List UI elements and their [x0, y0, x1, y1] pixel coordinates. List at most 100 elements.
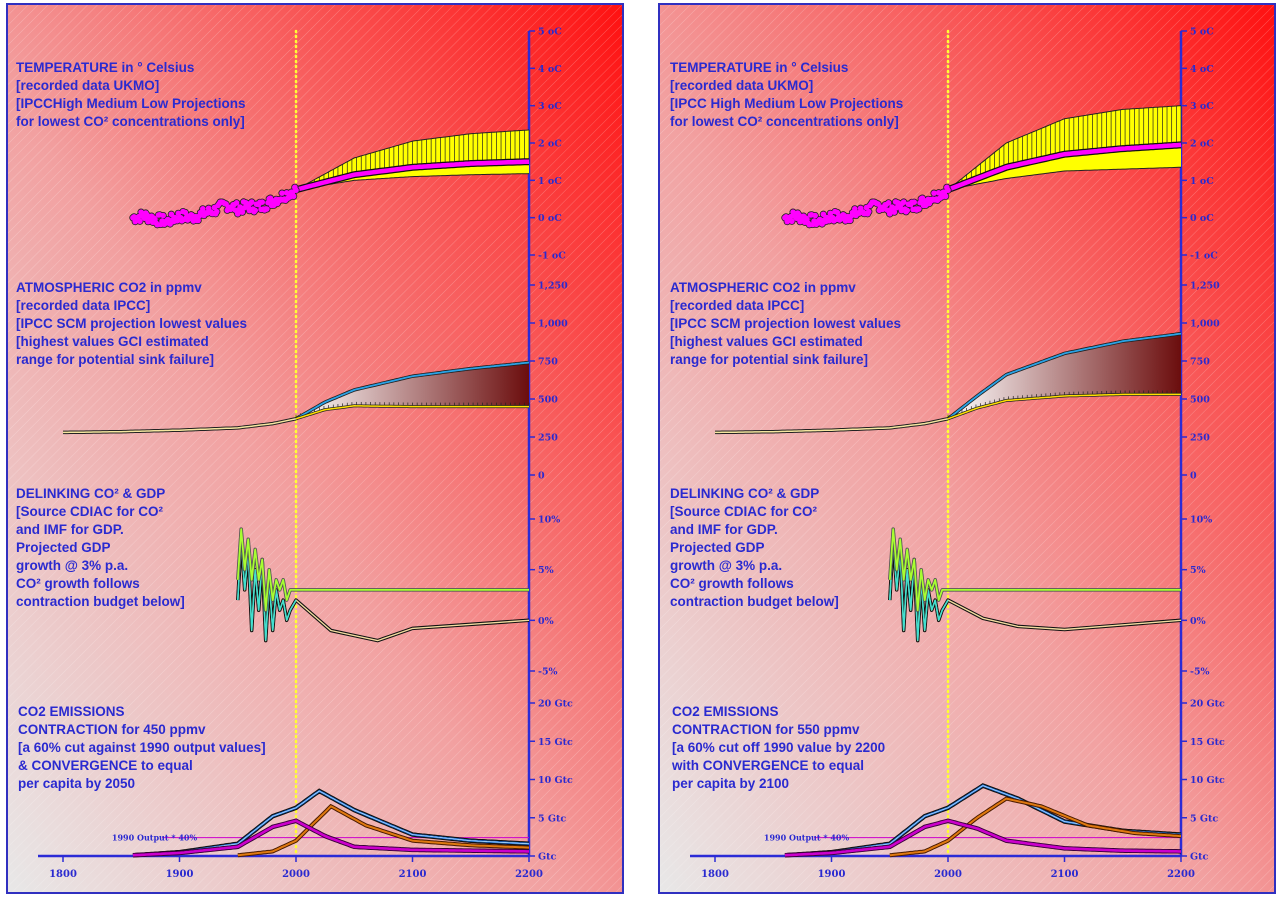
- y-tick-label: -5%: [1190, 667, 1210, 678]
- caption-line: [highest values GCI estimated: [16, 334, 209, 349]
- y-tick-label: Gtc: [1190, 852, 1209, 863]
- x-tick-label: 1900: [818, 869, 846, 880]
- caption-line: [IPCC High Medium Low Projections: [670, 96, 904, 111]
- co2-recorded-line: [63, 418, 297, 434]
- y-tick-label: 5%: [538, 565, 554, 576]
- x-tick-label: 2100: [399, 869, 427, 880]
- temperature-point: [213, 208, 220, 215]
- caption-line: Projected GDP: [16, 540, 111, 555]
- y-tick-label: 5 oC: [538, 27, 562, 38]
- x-tick-label: 2000: [934, 869, 962, 880]
- temperature-mid-projection: [947, 142, 1182, 192]
- temperature-low-projection: [947, 166, 1181, 191]
- y-tick-label: 3 oC: [1190, 101, 1214, 112]
- y-tick-label: 0%: [538, 616, 554, 627]
- x-tick-label: 2200: [1167, 869, 1195, 880]
- co2-low-projection: [295, 405, 529, 420]
- y-tick-label: 1 oC: [1190, 176, 1214, 187]
- temperature-point: [789, 218, 795, 225]
- y-tick-label: 1,000: [1190, 319, 1220, 330]
- convergence-line: [237, 805, 530, 857]
- x-tick-label: 1800: [701, 869, 729, 880]
- left-panel: 5 oC 4 oC 3 oC 2 oC 1 oC 0 oC -1 oC 1,250 1,000 7…: [6, 3, 624, 894]
- x-tick-label: 2000: [282, 869, 310, 880]
- caption-line: [a 60% cut against 1990 output values]: [18, 740, 266, 755]
- y-tick-label: Gtc: [538, 852, 557, 863]
- temperature-high-projection: [295, 129, 530, 191]
- y-tick-label: 500: [538, 395, 558, 406]
- temperature-high-projection: [947, 105, 1182, 191]
- y-tick-label: 10%: [1190, 515, 1212, 526]
- caption-line: for lowest CO² concentrations only]: [670, 114, 899, 129]
- y-tick-label: 15 Gtc: [1190, 737, 1225, 748]
- gdp-caption: DELINKING CO² & GDP [Source CDIAC for CO…: [16, 485, 185, 611]
- co2-low-projection: [947, 393, 1181, 420]
- emissions-caption: CO2 EMISSIONS CONTRACTION for 450 ppmv […: [18, 703, 266, 793]
- caption-line: contraction budget below]: [670, 594, 839, 609]
- caption-line: TEMPERATURE in ° Celsius: [670, 60, 849, 75]
- y-tick-label: 0: [538, 471, 545, 482]
- y-tick-label: 3 oC: [538, 101, 562, 112]
- caption-line: and IMF for GDP.: [16, 522, 124, 537]
- temperature-point: [160, 212, 166, 219]
- temperature-point: [852, 206, 858, 212]
- y-tick-label: -1 oC: [538, 251, 566, 262]
- temperature-point: [931, 190, 937, 196]
- caption-line: [recorded data UKMO]: [670, 78, 814, 93]
- temperature-point: [182, 209, 189, 216]
- caption-line: TEMPERATURE in ° Celsius: [16, 60, 195, 75]
- temperature-mid-projection: [295, 159, 529, 192]
- caption-line: DELINKING CO² & GDP: [670, 486, 820, 501]
- caption-line: per capita by 2100: [672, 776, 790, 791]
- temperature-point: [911, 199, 918, 206]
- caption-line: CO2 EMISSIONS: [672, 704, 779, 719]
- caption-line: and IMF for GDP.: [670, 522, 778, 537]
- temperature-point: [945, 187, 951, 194]
- caption-line: DELINKING CO² & GDP: [16, 486, 166, 501]
- y-tick-label: 10 Gtc: [1190, 775, 1225, 786]
- temperature-point: [248, 199, 255, 205]
- temperature-point: [847, 217, 853, 224]
- temperature-point: [812, 212, 818, 219]
- y-tick-label: 750: [538, 357, 558, 368]
- caption-line: [IPCCHigh Medium Low Projections: [16, 96, 246, 111]
- caption-line: ATMOSPHERIC CO2 in ppmv: [670, 280, 856, 295]
- x-tick-label: 1800: [49, 869, 77, 880]
- temperature-point: [942, 193, 949, 200]
- co2-caption: ATMOSPHERIC CO2 in ppmv [recorded data I…: [16, 279, 247, 369]
- y-tick-label: 4 oC: [538, 64, 562, 75]
- y-tick-label: 1,250: [538, 281, 568, 292]
- caption-line: [a 60% cut off 1990 value by 2200: [672, 740, 886, 755]
- caption-line: CO² growth follows: [670, 576, 794, 591]
- temperature-point: [834, 209, 841, 216]
- y-tick-label: 750: [1190, 357, 1210, 368]
- caption-line: growth @ 3% p.a.: [670, 558, 783, 573]
- emissions-caption: CO2 EMISSIONS CONTRACTION for 550 ppmv […: [672, 703, 885, 793]
- temperature-point: [264, 206, 270, 212]
- caption-line: [Source CDIAC for CO²: [16, 504, 164, 519]
- caption-line: per capita by 2050: [18, 776, 136, 791]
- temperature-point: [290, 193, 297, 200]
- caption-line: with CONVERGENCE to equal: [672, 758, 865, 773]
- temperature-point: [195, 217, 201, 224]
- caption-line: growth @ 3% p.a.: [16, 558, 129, 573]
- gdp-growth-line: [888, 528, 1181, 612]
- co2-caption: ATMOSPHERIC CO2 in ppmv [recorded data I…: [670, 279, 901, 369]
- x-tick-label: 1900: [166, 869, 194, 880]
- caption-line: for lowest CO² concentrations only]: [16, 114, 245, 129]
- y-tick-label: 5%: [1190, 565, 1206, 576]
- caption-line: Projected GDP: [670, 540, 765, 555]
- y-tick-label: 5 Gtc: [1190, 813, 1218, 824]
- y-tick-label: 10%: [538, 515, 560, 526]
- y-tick-label: 5 oC: [1190, 27, 1214, 38]
- y-tick-label: 20 Gtc: [538, 699, 573, 710]
- chart-svg: 5 oC 4 oC 3 oC 2 oC 1 oC 0 oC -1 oC 1,250 1,000 7…: [8, 5, 622, 892]
- temperature-point: [233, 200, 240, 206]
- co2-range-fill: [948, 333, 1181, 419]
- y-tick-label: 0%: [1190, 616, 1206, 627]
- caption-line: [recorded data UKMO]: [16, 78, 160, 93]
- y-tick-label: 1,250: [1190, 281, 1220, 292]
- y-tick-label: 0 oC: [1190, 213, 1214, 224]
- caption-line: [recorded data IPCC]: [16, 298, 151, 313]
- chart-svg: 5 oC 4 oC 3 oC 2 oC 1 oC 0 oC -1 oC 1,250 1,000 7…: [660, 5, 1274, 892]
